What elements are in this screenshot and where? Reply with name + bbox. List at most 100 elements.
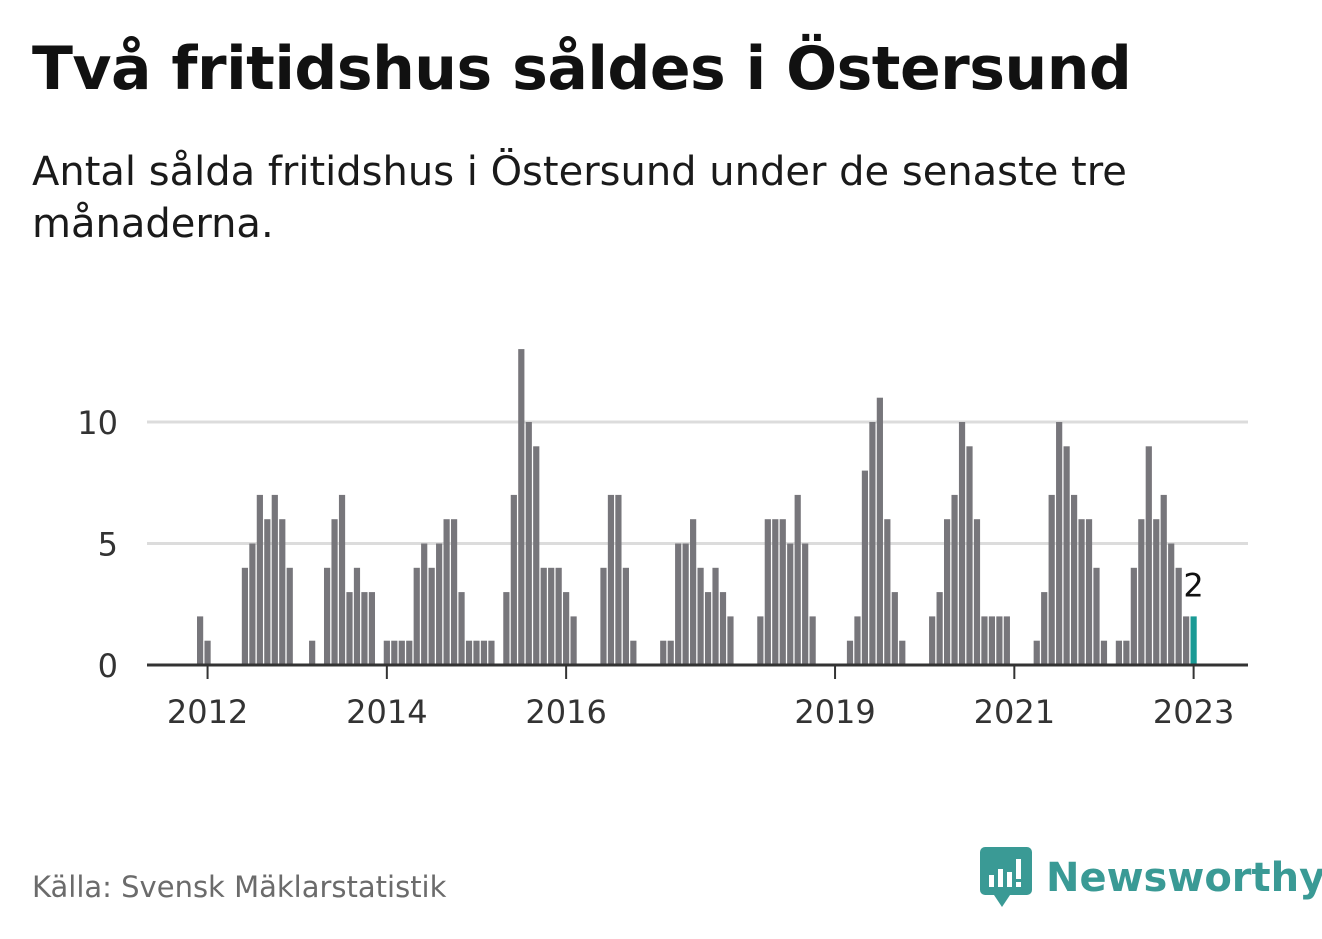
bar [428, 567, 435, 665]
highlight-value-label: 2 [1183, 566, 1203, 604]
bar [391, 640, 398, 665]
bar [1003, 616, 1010, 665]
y-tick-label: 0 [98, 647, 118, 685]
bar [450, 519, 458, 665]
bar [1145, 446, 1152, 665]
bar [988, 616, 996, 665]
bar [772, 519, 779, 665]
bar [323, 567, 331, 665]
bar [197, 616, 204, 665]
bar [279, 519, 286, 665]
bar [533, 446, 540, 665]
bar [615, 494, 622, 665]
chart-subtitle: Antal sålda fritidshus i Östersund under… [32, 149, 1127, 247]
bar [764, 519, 771, 665]
bar [465, 640, 473, 665]
bar [383, 640, 390, 665]
bar [622, 567, 629, 665]
bar [1085, 519, 1093, 665]
x-axis-ticks: 2012 2014 2016 2019 2021 2023 [167, 665, 1234, 731]
bar [869, 422, 876, 665]
bar [443, 519, 450, 665]
bar [1123, 640, 1130, 665]
bar [548, 567, 555, 665]
bar [944, 519, 951, 665]
bar [1078, 519, 1085, 665]
bar [757, 616, 764, 665]
bar [518, 349, 525, 665]
source-note: Källa: Svensk Mäklarstatistik [32, 870, 447, 904]
bar-highlighted [1190, 616, 1197, 665]
bar [570, 616, 577, 665]
bar [1033, 640, 1040, 665]
bar [204, 640, 211, 665]
bar [406, 640, 413, 665]
bar [712, 567, 719, 665]
bar [690, 519, 697, 665]
bar [794, 494, 801, 665]
bar [510, 494, 517, 665]
bar [958, 422, 966, 665]
bar [951, 494, 958, 665]
bar [1138, 519, 1145, 665]
bar [413, 567, 420, 665]
bar [787, 543, 794, 665]
bar [1130, 567, 1137, 665]
x-tick-label: 2012 [167, 693, 248, 731]
bar [846, 640, 854, 665]
bar [1093, 567, 1100, 665]
bar [540, 567, 547, 665]
bar [368, 592, 376, 665]
bar [503, 592, 510, 665]
bar [1056, 422, 1063, 665]
bar [361, 592, 368, 665]
newsworthy-logo: Newsworthy [980, 846, 1322, 910]
bar [966, 446, 973, 665]
bar [1183, 616, 1190, 665]
bar [1175, 567, 1182, 665]
bar [346, 592, 353, 665]
bar [884, 519, 891, 665]
x-tick-label: 2016 [525, 693, 606, 731]
bar [331, 519, 338, 665]
bar [286, 567, 293, 665]
bar [563, 592, 570, 665]
bar [682, 543, 689, 665]
bar [697, 567, 704, 665]
bar [996, 616, 1003, 665]
y-tick-label: 5 [98, 526, 118, 564]
bar [1070, 494, 1078, 665]
bar [936, 592, 943, 665]
bar [1041, 592, 1048, 665]
bar [264, 519, 271, 665]
bar [1048, 494, 1055, 665]
bar [309, 640, 316, 665]
newsworthy-logo-icon [980, 847, 1032, 907]
bar [473, 640, 480, 665]
bar [1063, 446, 1070, 665]
bar [353, 567, 361, 665]
bar [854, 616, 861, 665]
bar [525, 422, 532, 665]
bar [660, 640, 667, 665]
bar [1160, 494, 1167, 665]
bar [876, 397, 883, 665]
bar [929, 616, 936, 665]
bar [719, 592, 727, 665]
bar [1168, 543, 1175, 665]
x-tick-label: 2023 [1153, 693, 1234, 731]
bar [480, 640, 488, 665]
bar [704, 592, 712, 665]
bar [630, 640, 637, 665]
bar [861, 470, 869, 665]
bar [338, 494, 346, 665]
bar [899, 640, 906, 665]
bar [488, 640, 495, 665]
bar [421, 543, 428, 665]
bar [241, 567, 249, 665]
bar [271, 494, 278, 665]
chart-title: Två fritidshus såldes i Östersund [32, 34, 1132, 104]
bar [891, 592, 898, 665]
bar [1115, 640, 1123, 665]
bar [802, 543, 809, 665]
